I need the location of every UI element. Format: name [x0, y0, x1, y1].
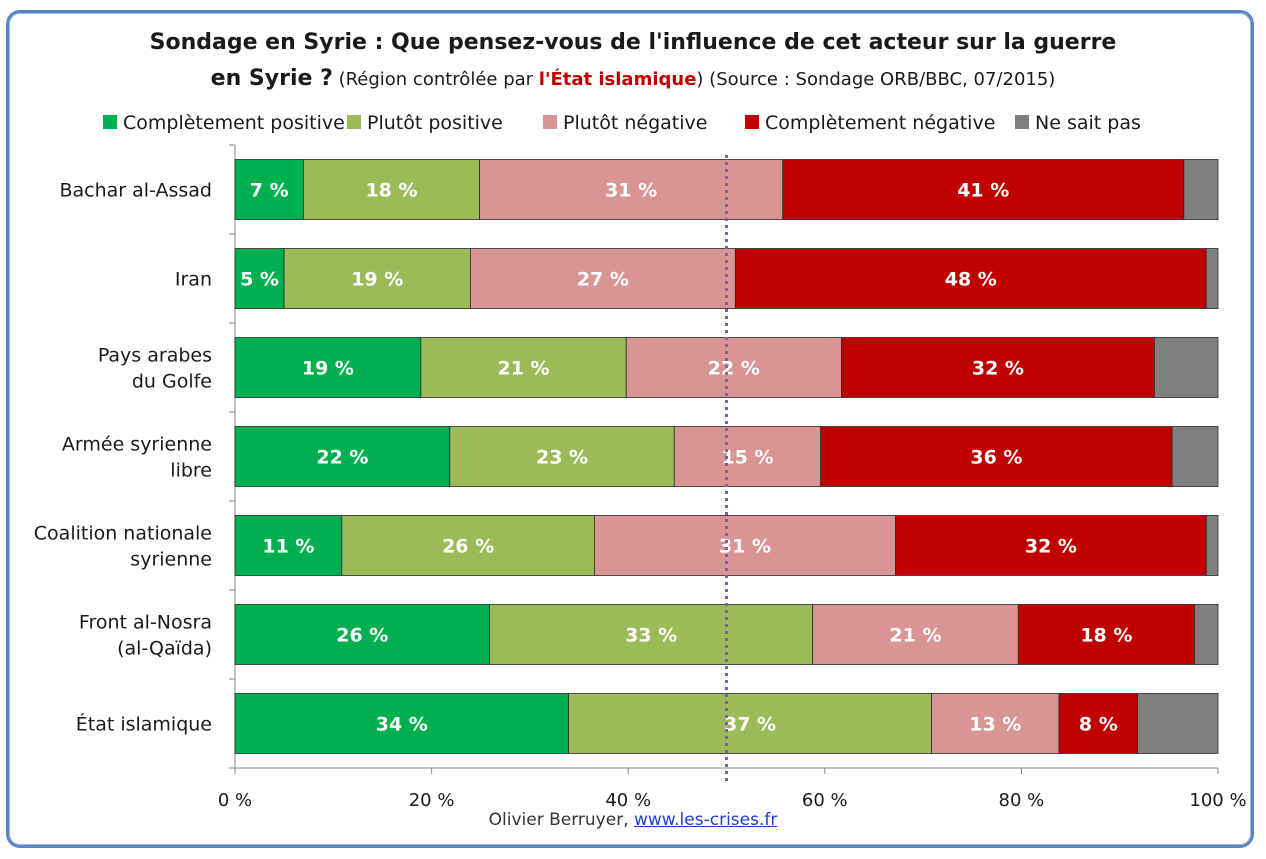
- bar-segment: [820, 426, 1173, 487]
- data-label: 15 %: [721, 447, 773, 469]
- bar-segment: [1171, 426, 1219, 487]
- bar-segment: [1183, 159, 1219, 220]
- category-label: syrienne: [130, 549, 212, 571]
- legend-label: Plutôt négative: [563, 112, 707, 134]
- bar-segment: [841, 337, 1155, 398]
- legend-label: Complètement positive: [123, 112, 345, 134]
- bar-segment: [420, 337, 627, 398]
- data-label: 34 %: [376, 714, 428, 736]
- data-label: 21 %: [497, 358, 549, 380]
- legend-label: Plutôt positive: [367, 112, 503, 134]
- data-label: 36 %: [970, 447, 1022, 469]
- data-label: 21 %: [889, 625, 941, 647]
- category-label: État islamique: [76, 713, 212, 736]
- legend-swatch: [543, 115, 557, 129]
- x-tick-label: 100 %: [1189, 790, 1246, 811]
- category-label: Armée syrienne: [62, 434, 212, 456]
- data-label: 22 %: [708, 358, 760, 380]
- title-region-name: l'État islamique: [538, 69, 697, 90]
- data-label: 18 %: [1080, 625, 1132, 647]
- bar-segment: [593, 515, 896, 576]
- data-label: 22 %: [316, 447, 368, 469]
- chart-title-line2: en Syrie ? (Région contrôlée par l'État …: [0, 66, 1266, 91]
- bar-segment: [234, 426, 451, 487]
- category-label: Front al-Nosra: [79, 612, 212, 634]
- x-tick-label: 60 %: [802, 790, 848, 811]
- data-label: 32 %: [1025, 536, 1077, 558]
- chart-title-line1: Sondage en Syrie : Que pensez-vous de l'…: [149, 30, 1117, 55]
- data-label: 26 %: [442, 536, 494, 558]
- bar-segment: [782, 159, 1185, 220]
- bar-segment: [1154, 337, 1219, 398]
- bar-segment: [1058, 693, 1138, 754]
- category-label: Pays arabes: [98, 345, 212, 367]
- category-label: Bachar al-Assad: [59, 180, 212, 202]
- legend-swatch: [103, 115, 117, 129]
- chart-credit: Olivier Berruyer, www.les-crises.fr: [0, 810, 1266, 830]
- legend-label: Complètement négative: [765, 112, 995, 134]
- bar-segment: [1205, 515, 1219, 576]
- title-question: en Syrie ?: [210, 66, 333, 91]
- data-label: 48 %: [945, 269, 997, 291]
- data-label: 41 %: [957, 180, 1009, 202]
- bar-segment: [470, 248, 736, 309]
- bar-segment: [234, 515, 343, 576]
- bar-segment: [283, 248, 471, 309]
- bar-segment: [449, 426, 675, 487]
- bar-segment: [479, 159, 784, 220]
- legend-swatch: [1015, 115, 1029, 129]
- data-label: 11 %: [262, 536, 314, 558]
- x-tick-label: 80 %: [999, 790, 1045, 811]
- legend-swatch: [347, 115, 361, 129]
- title-region-prefix: (Région contrôlée par: [332, 69, 539, 90]
- data-label: 8 %: [1079, 714, 1118, 736]
- data-label: 23 %: [536, 447, 588, 469]
- x-tick-label: 0 %: [218, 790, 252, 811]
- bar-segment: [234, 693, 569, 754]
- bar-segment: [812, 604, 1019, 665]
- data-label: 19 %: [351, 269, 403, 291]
- data-label: 32 %: [972, 358, 1024, 380]
- x-tick-label: 40 %: [605, 790, 651, 811]
- data-label: 27 %: [577, 269, 629, 291]
- data-label: 19 %: [302, 358, 354, 380]
- bar-segment: [303, 159, 480, 220]
- data-label: 26 %: [336, 625, 388, 647]
- bar-segment: [625, 337, 842, 398]
- bar-segment: [931, 693, 1060, 754]
- bar-segment: [734, 248, 1207, 309]
- data-label: 13 %: [969, 714, 1021, 736]
- category-label: libre: [170, 460, 212, 482]
- data-label: 5 %: [240, 269, 279, 291]
- bar-segment: [673, 426, 822, 487]
- x-tick-label: 20 %: [409, 790, 455, 811]
- data-label: 7 %: [250, 180, 289, 202]
- bar-segment: [568, 693, 932, 754]
- bar-segment: [1194, 604, 1219, 665]
- data-label: 31 %: [719, 536, 771, 558]
- category-label: Iran: [175, 269, 212, 291]
- data-label: 37 %: [724, 714, 776, 736]
- data-label: 31 %: [605, 180, 657, 202]
- bar-segment: [234, 337, 422, 398]
- bar-segment: [1137, 693, 1219, 754]
- bar-segment: [895, 515, 1207, 576]
- legend-swatch: [745, 115, 759, 129]
- category-label: Coalition nationale: [34, 523, 212, 545]
- bar-segment: [234, 248, 285, 309]
- bar-segment: [489, 604, 814, 665]
- data-label: 33 %: [625, 625, 677, 647]
- bar-segment: [341, 515, 595, 576]
- credit-author: Olivier Berruyer,: [488, 810, 629, 830]
- credit-link[interactable]: www.les-crises.fr: [634, 810, 778, 830]
- category-label: (al-Qaïda): [117, 638, 212, 660]
- bar-segment: [1205, 248, 1219, 309]
- data-label: 18 %: [365, 180, 417, 202]
- bar-segment: [1017, 604, 1195, 665]
- legend-label: Ne sait pas: [1035, 112, 1141, 134]
- category-label: du Golfe: [132, 371, 212, 393]
- bar-segment: [234, 159, 304, 220]
- title-source: ) (Source : Sondage ORB/BBC, 07/2015): [696, 69, 1056, 90]
